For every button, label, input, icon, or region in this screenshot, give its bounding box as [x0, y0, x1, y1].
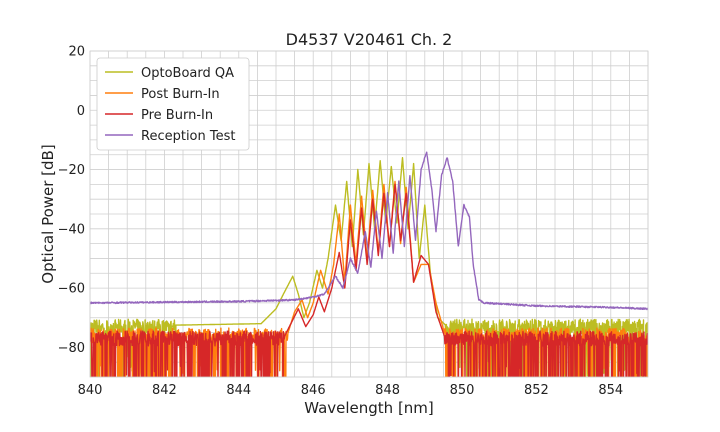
x-tick-label: 852	[524, 383, 549, 398]
plot-frame	[89, 50, 649, 378]
y-tick-label: 0	[77, 104, 85, 119]
x-tick-label: 854	[598, 383, 623, 398]
x-tick-label: 846	[301, 383, 326, 398]
y-tick-label: −20	[58, 163, 85, 178]
legend-label: OptoBoard QA	[141, 66, 234, 81]
legend-label: Pre Burn-In	[141, 108, 213, 123]
series-line	[90, 183, 648, 377]
series-group	[90, 151, 648, 311]
legend-box	[96, 57, 250, 151]
tick-labels: 840 842 844 846 848 850 852 854 −80 −60 −40 −20 0 20	[58, 45, 624, 399]
series-lines	[90, 151, 648, 377]
x-tick-label: 850	[450, 383, 475, 398]
series-line	[90, 151, 648, 311]
y-tick-label: −80	[58, 341, 85, 356]
legend: OptoBoard QA Post Burn-In Pre Burn-In Recep…	[96, 57, 250, 151]
y-tick-label: 20	[68, 45, 85, 60]
series-group	[90, 183, 648, 377]
legend-label: Reception Test	[141, 129, 235, 144]
x-tick-label: 840	[78, 383, 103, 398]
x-axis-label: Wavelength [nm]	[304, 399, 434, 417]
x-tick-label: 848	[375, 383, 400, 398]
y-tick-label: −60	[58, 282, 85, 297]
chart-title: D4537 V20461 Ch. 2	[286, 30, 453, 49]
y-axis-label: Optical Power [dB]	[39, 144, 57, 283]
series-group	[90, 157, 648, 377]
legend-label: Post Burn-In	[141, 87, 220, 102]
x-tick-label: 844	[226, 383, 251, 398]
x-tick-label: 842	[152, 383, 177, 398]
series-line	[90, 157, 648, 377]
y-tick-label: −40	[58, 222, 85, 237]
